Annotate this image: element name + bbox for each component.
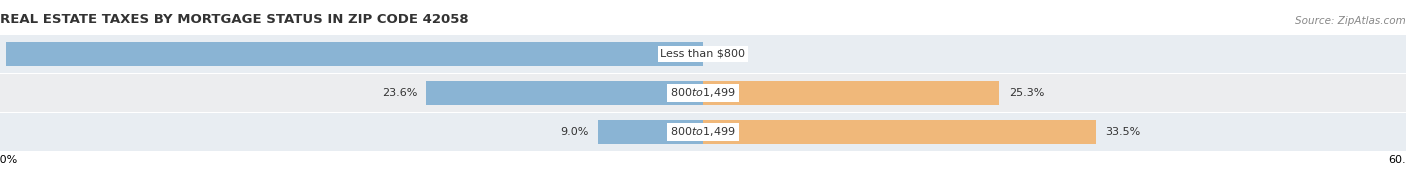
Bar: [0, 35, 1406, 73]
Text: 23.6%: 23.6%: [382, 88, 418, 98]
Text: Source: ZipAtlas.com: Source: ZipAtlas.com: [1295, 16, 1406, 26]
Text: 25.3%: 25.3%: [1010, 88, 1045, 98]
Bar: [6, 42, 703, 66]
Bar: [703, 81, 1000, 105]
Text: 0.0%: 0.0%: [713, 49, 741, 59]
Text: 33.5%: 33.5%: [1105, 127, 1140, 137]
Bar: [426, 81, 703, 105]
Text: $800 to $1,499: $800 to $1,499: [671, 86, 735, 99]
Text: $800 to $1,499: $800 to $1,499: [671, 125, 735, 138]
Bar: [0, 113, 1406, 151]
Bar: [598, 120, 703, 144]
Text: Less than $800: Less than $800: [661, 49, 745, 59]
Text: REAL ESTATE TAXES BY MORTGAGE STATUS IN ZIP CODE 42058: REAL ESTATE TAXES BY MORTGAGE STATUS IN …: [0, 13, 468, 26]
Text: 9.0%: 9.0%: [560, 127, 588, 137]
Bar: [0, 74, 1406, 112]
Bar: [703, 120, 1095, 144]
